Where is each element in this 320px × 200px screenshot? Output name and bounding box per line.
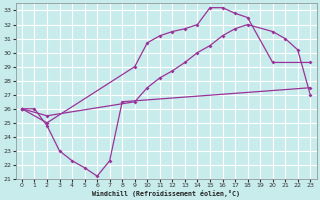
X-axis label: Windchill (Refroidissement éolien,°C): Windchill (Refroidissement éolien,°C) [92,190,240,197]
